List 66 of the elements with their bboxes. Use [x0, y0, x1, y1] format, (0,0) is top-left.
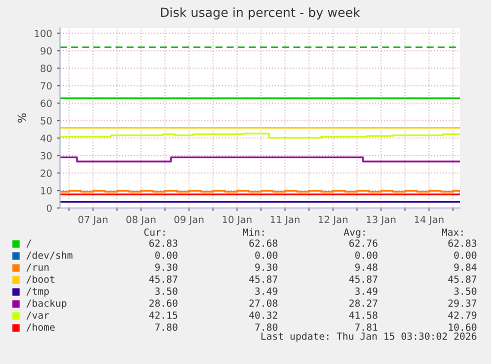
text: Min:: [242, 228, 264, 236]
legend-label: /: [26, 240, 32, 248]
y-tick-label: 60: [40, 100, 52, 107]
text: 7.80: [155, 323, 178, 331]
text: Max:: [442, 228, 463, 236]
text: 9.48: [355, 263, 378, 271]
text: 9.30: [155, 263, 178, 271]
y-tick-label: 70: [40, 82, 52, 90]
text: 42.79: [448, 311, 476, 319]
legend-label: /dev/shm: [26, 251, 72, 260]
y-tick-label: 0: [46, 204, 52, 212]
y-tick-label: 40: [40, 134, 52, 142]
x-tick-label: 08 Jan: [126, 216, 156, 225]
legend-label: /boot: [26, 275, 54, 284]
text: 3.50: [155, 287, 178, 295]
text: 0.00: [155, 251, 178, 259]
text: 40.32: [249, 311, 278, 319]
text: 9.30: [255, 263, 278, 271]
text: 28.27: [349, 299, 378, 307]
text: 0.00: [355, 251, 378, 259]
legend-label: /tmp: [26, 288, 49, 297]
text: 10.60: [448, 323, 476, 331]
text: 45.87: [249, 275, 278, 283]
text: 9.84: [454, 263, 477, 271]
x-tick-label: 13 Jan: [366, 216, 396, 225]
x-tick-label: 12 Jan: [318, 216, 348, 225]
text: Cur:: [144, 228, 165, 236]
text: 42.15: [149, 311, 178, 319]
y-axis-title: %: [18, 113, 26, 123]
y-tick-label: 80: [40, 64, 52, 72]
text: 62.83: [448, 239, 476, 247]
text: 45.87: [149, 275, 178, 283]
y-tick-label: 30: [40, 152, 52, 160]
y-tick-label: 100: [34, 30, 52, 38]
y-tick-label: 50: [40, 117, 52, 124]
text: 28.60: [149, 299, 178, 307]
text: 0.00: [454, 251, 476, 259]
legend-label: /backup: [26, 299, 66, 309]
text: 7.81: [355, 323, 378, 331]
text: 29.37: [448, 299, 476, 307]
legend-label: /home: [26, 323, 55, 332]
x-tick-label: 10 Jan: [222, 216, 252, 225]
text: 3.49: [355, 287, 378, 295]
text: 3.49: [255, 287, 278, 295]
text: 62.68: [249, 239, 278, 247]
text: 0.00: [255, 251, 278, 259]
text: Last update: Thu Jan 15 03:30:02 2026: [261, 332, 476, 342]
text: 62.76: [349, 239, 378, 247]
legend-label: /var: [26, 312, 50, 320]
text: 41.58: [349, 311, 378, 319]
text: 3.50: [454, 287, 476, 295]
legend-label: /run: [26, 264, 49, 272]
x-tick-label: 14 Jan: [414, 216, 444, 225]
y-tick-label: 20: [40, 170, 52, 177]
x-tick-label: 11 Jan: [270, 216, 300, 225]
y-tick-label: 10: [41, 187, 52, 194]
x-tick-label: 09 Jan: [174, 216, 204, 225]
text: 45.87: [349, 275, 378, 283]
text: 62.83: [149, 239, 178, 247]
y-tick-label: 90: [40, 47, 52, 55]
text: 7.80: [255, 323, 278, 331]
text: Avg:: [344, 228, 365, 238]
chart-title: Disk usage in percent - by week: [161, 7, 360, 20]
text: 27.08: [249, 299, 278, 307]
x-tick-label: 07 Jan: [78, 216, 108, 225]
text: 45.87: [448, 275, 476, 283]
